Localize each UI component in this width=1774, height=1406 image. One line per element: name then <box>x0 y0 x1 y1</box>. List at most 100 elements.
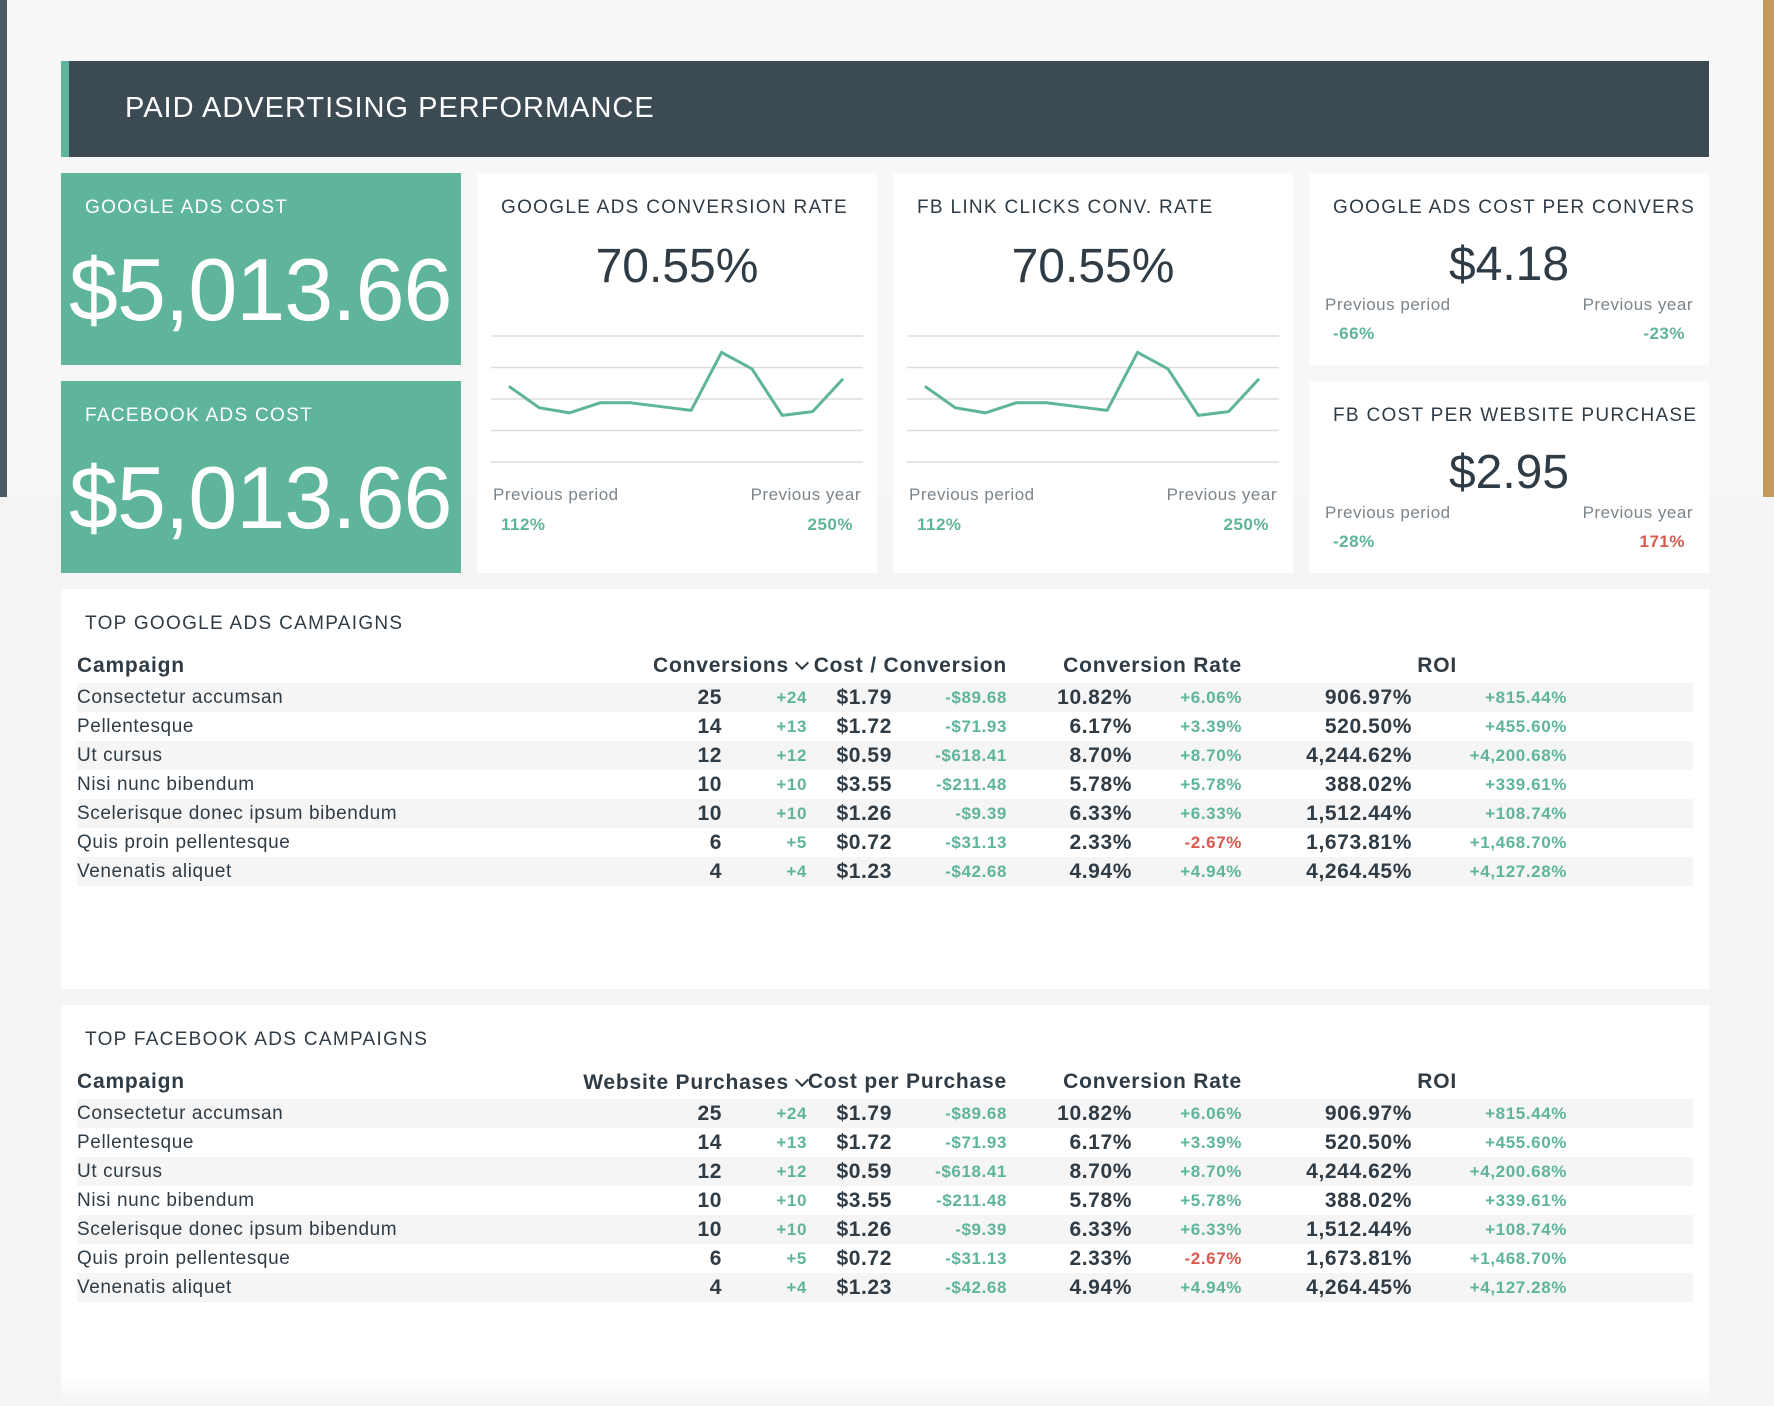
conversion-rate-header[interactable]: Conversion Rate <box>1063 1070 1242 1093</box>
bottom-fade <box>61 1376 1709 1406</box>
table-row[interactable]: Ut cursus 12 +12 $0.59 -$618.41 8.70% +8.70% 4,… <box>77 1157 1693 1186</box>
roi-header[interactable]: ROI <box>1417 1070 1457 1093</box>
rate-change: +6.33% <box>1132 1215 1242 1244</box>
roi-change: +4,200.68% <box>1412 741 1567 770</box>
roi-change: +108.74% <box>1412 799 1567 828</box>
cost-per-purchase-header[interactable]: Cost per Purchase <box>807 1070 1007 1093</box>
rate-value: 5.78% <box>1069 772 1132 796</box>
rate-value: 2.33% <box>1069 830 1132 854</box>
previous-period-value: 112% <box>501 515 546 534</box>
google-campaigns-table: Campaign Conversions Cost / Conversion C… <box>77 649 1693 886</box>
table-row[interactable]: Nisi nunc bibendum 10 +10 $3.55 -$211.48 5.78… <box>77 770 1693 799</box>
primary-value: 6 <box>709 830 722 854</box>
facebook-ads-cost-value: $5,013.66 <box>69 448 452 547</box>
campaign-name: Nisi nunc bibendum <box>77 773 255 795</box>
table-row[interactable]: Ut cursus 12 +12 $0.59 -$618.41 8.70% +8.70% 4,… <box>77 741 1693 770</box>
facebook-campaigns-table-card: TOP FACEBOOK ADS CAMPAIGNS Campaign Webs… <box>61 1005 1709 1406</box>
roi-value: 906.97% <box>1242 683 1412 712</box>
cost-value: $1.72 <box>836 1130 892 1154</box>
rate-value: 10.82% <box>1007 683 1132 712</box>
row-spacer <box>1567 1099 1693 1128</box>
cost-change: -$71.93 <box>945 1132 1007 1152</box>
rate-change: -2.67% <box>1184 1248 1242 1268</box>
rate-change: +6.06% <box>1132 683 1242 712</box>
table-row[interactable]: Scelerisque donec ipsum bibendum 10 +10 $1.… <box>77 799 1693 828</box>
google-ads-cost-value: $5,013.66 <box>69 240 452 339</box>
google-cost-per-conversion-card: GOOGLE ADS COST PER CONVERS $4.18 Previo… <box>1309 173 1709 365</box>
table-row[interactable]: Pellentesque 14 +13 $1.72 -$71.93 6.17% +3.39%… <box>77 1128 1693 1157</box>
page-title: PAID ADVERTISING PERFORMANCE <box>125 92 655 124</box>
previous-year-label: Previous year <box>1166 485 1277 504</box>
table-row[interactable]: Pellentesque 14 +13 $1.72 -$71.93 6.17% +3.39%… <box>77 712 1693 741</box>
table-title: TOP FACEBOOK ADS CAMPAIGNS <box>85 1029 429 1050</box>
cost-value: $1.79 <box>807 1099 892 1128</box>
previous-period-value: -28% <box>1333 532 1375 551</box>
cost-change: -$42.68 <box>892 857 1007 886</box>
roi-value: 906.97% <box>1242 1099 1412 1128</box>
campaign-name: Ut cursus <box>77 1157 637 1186</box>
rate-change: +4.94% <box>1132 857 1242 886</box>
campaign-name: Pellentesque <box>77 715 195 737</box>
campaign-header[interactable]: Campaign <box>77 654 185 677</box>
card-title: GOOGLE ADS COST PER CONVERS <box>1333 197 1696 218</box>
rate-value: 8.70% <box>1007 1157 1132 1186</box>
roi-change: +4,127.28% <box>1412 857 1567 886</box>
cost-change: -$42.68 <box>892 1273 1007 1302</box>
cost-value: $0.59 <box>807 1157 892 1186</box>
table-row[interactable]: Scelerisque donec ipsum bibendum 10 +10 $1.… <box>77 1215 1693 1244</box>
table-row[interactable]: Quis proin pellentesque 6 +5 $0.72 -$31.13 2.… <box>77 828 1693 857</box>
primary-value: 14 <box>697 714 722 738</box>
cost-change: -$9.39 <box>892 1215 1007 1244</box>
primary-change: +10 <box>722 799 807 828</box>
cost-value: $1.23 <box>807 857 892 886</box>
campaign-name: Pellentesque <box>77 1131 195 1153</box>
primary-value: 14 <box>697 1130 722 1154</box>
rate-change: +3.39% <box>1180 1132 1242 1152</box>
previous-year-label: Previous year <box>1582 503 1693 522</box>
cost-per-conversion-header[interactable]: Cost / Conversion <box>813 654 1007 677</box>
previous-year-value: 171% <box>1639 532 1685 551</box>
fb-link-clicks-card: FB LINK CLICKS CONV. RATE 70.55% Previou… <box>893 173 1293 573</box>
primary-change: +10 <box>722 1215 807 1244</box>
roi-change: +4,200.68% <box>1412 1157 1567 1186</box>
rate-value: 5.78% <box>1069 1188 1132 1212</box>
table-row[interactable]: Consectetur accumsan 25 +24 $1.79 -$89.68 10.… <box>77 1099 1693 1128</box>
fb-link-clicks-sparkline <box>907 335 1279 463</box>
cost-value: $0.72 <box>836 1246 892 1270</box>
primary-change: +5 <box>786 1248 807 1268</box>
website-purchases-header[interactable]: Website Purchases <box>583 1065 810 1099</box>
campaign-header[interactable]: Campaign <box>77 1070 185 1093</box>
primary-value: 10 <box>637 1215 722 1244</box>
chevron-down-icon <box>794 1072 810 1088</box>
fb-cost-per-purchase-value: $2.95 <box>1448 446 1570 499</box>
card-title: FB COST PER WEBSITE PURCHASE <box>1333 405 1698 426</box>
roi-value: 1,673.81% <box>1306 1246 1412 1270</box>
roi-header[interactable]: ROI <box>1417 654 1457 677</box>
row-spacer <box>1567 828 1693 857</box>
table-row[interactable]: Quis proin pellentesque 6 +5 $0.72 -$31.13 2.… <box>77 1244 1693 1273</box>
table-row[interactable]: Nisi nunc bibendum 10 +10 $3.55 -$211.48 5.78… <box>77 1186 1693 1215</box>
primary-change: +5 <box>786 832 807 852</box>
card-title: FB LINK CLICKS CONV. RATE <box>917 197 1214 218</box>
previous-period-value: -66% <box>1333 324 1375 343</box>
series-line <box>924 350 1261 417</box>
table-row[interactable]: Venenatis aliquet 4 +4 $1.23 -$42.68 4.94% +4.… <box>77 1273 1693 1302</box>
campaign-name: Nisi nunc bibendum <box>77 1189 255 1211</box>
primary-value: 10 <box>697 1188 722 1212</box>
right-edge-strip <box>1763 0 1774 497</box>
primary-value: 25 <box>637 1099 722 1128</box>
rate-value: 4.94% <box>1007 1273 1132 1302</box>
roi-change: +4,127.28% <box>1412 1273 1567 1302</box>
rate-value: 6.17% <box>1069 714 1132 738</box>
cost-value: $1.72 <box>836 714 892 738</box>
table-row[interactable]: Consectetur accumsan 25 +24 $1.79 -$89.68 10.… <box>77 683 1693 712</box>
roi-value: 4,264.45% <box>1242 857 1412 886</box>
conversion-rate-header[interactable]: Conversion Rate <box>1063 654 1242 677</box>
table-row[interactable]: Venenatis aliquet 4 +4 $1.23 -$42.68 4.94% +4.… <box>77 857 1693 886</box>
row-spacer <box>1567 1273 1693 1302</box>
row-spacer <box>1567 857 1693 886</box>
conversions-header[interactable]: Conversions <box>637 649 810 683</box>
roi-value: 1,512.44% <box>1242 1215 1412 1244</box>
primary-change: +10 <box>776 1190 807 1210</box>
cost-value: $0.59 <box>807 741 892 770</box>
